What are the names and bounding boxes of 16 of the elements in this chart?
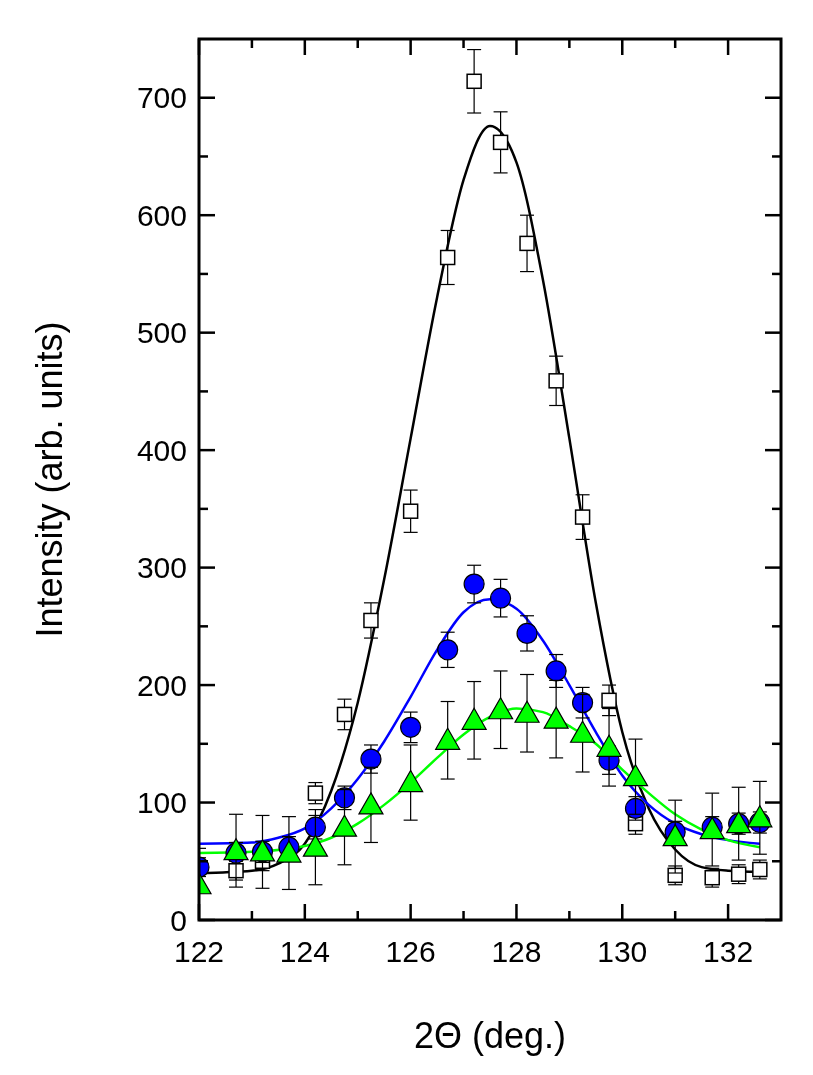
y-tick-label: 200 <box>136 668 187 702</box>
y-tick-label: 300 <box>136 551 187 585</box>
x-tick-label: 122 <box>173 935 225 968</box>
x-tick-label: 128 <box>491 935 542 968</box>
x-tick-label: 132 <box>703 935 754 968</box>
y-tick-label: 600 <box>136 198 187 232</box>
y-tick-label: 500 <box>136 316 187 350</box>
x-tick-label: 130 <box>597 935 648 968</box>
y-tick-label: 0 <box>170 903 187 937</box>
x-axis-title: 2Θ (deg.) <box>413 1015 567 1056</box>
y-axis-title: Intensity (arb. units) <box>29 321 70 638</box>
y-tick-label: 100 <box>136 786 187 820</box>
x-tick-label: 124 <box>279 935 330 968</box>
y-tick-label: 400 <box>136 433 187 467</box>
x-tick-label: 126 <box>385 935 436 968</box>
y-tick-label: 700 <box>136 81 187 115</box>
